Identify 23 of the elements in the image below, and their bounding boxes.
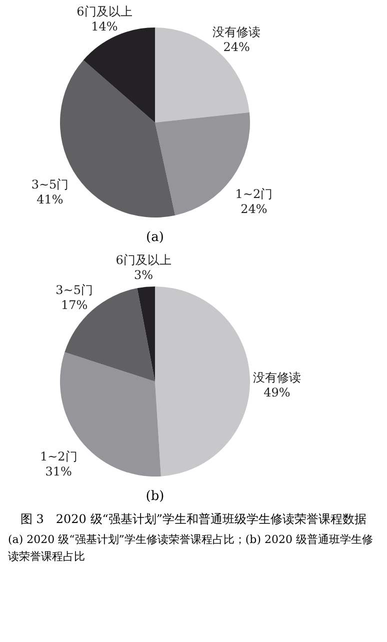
text: (a) 2020 级“强基计划”学生修读荣誉课程占比；(b) 2020 级普通班学生修读荣誉课程占比 [7,532,374,564]
pie-slice [155,286,250,476]
slice-label: 没有修读 [212,24,261,39]
data-label: 24% [223,40,250,54]
caption: 图 3 2020 级“强基计划”学生和普通班级学生修读荣誉课程数据 [19,511,368,528]
slice-label: 1~2门 [40,449,78,464]
data-label: 31% [45,464,72,478]
pie-slice [155,28,250,122]
data-label: 3% [134,268,154,282]
data-label: 41% [36,192,64,207]
text: (b) [146,489,164,504]
slice-label: 没有修读 [252,370,301,385]
slice-label: 6门及以上 [76,4,132,18]
slice-label: 6门及以上 [116,253,172,268]
data-label: 14% [91,19,118,34]
data-label: 24% [240,202,268,216]
data-label: 49% [264,386,290,400]
slice-label: 3~5门 [56,282,93,297]
slice-label: 3~5门 [31,178,69,192]
text: (a) [146,230,164,245]
slice-label: 1~2门 [235,186,273,201]
data-label: 17% [60,298,88,312]
pie-slice [137,286,155,382]
